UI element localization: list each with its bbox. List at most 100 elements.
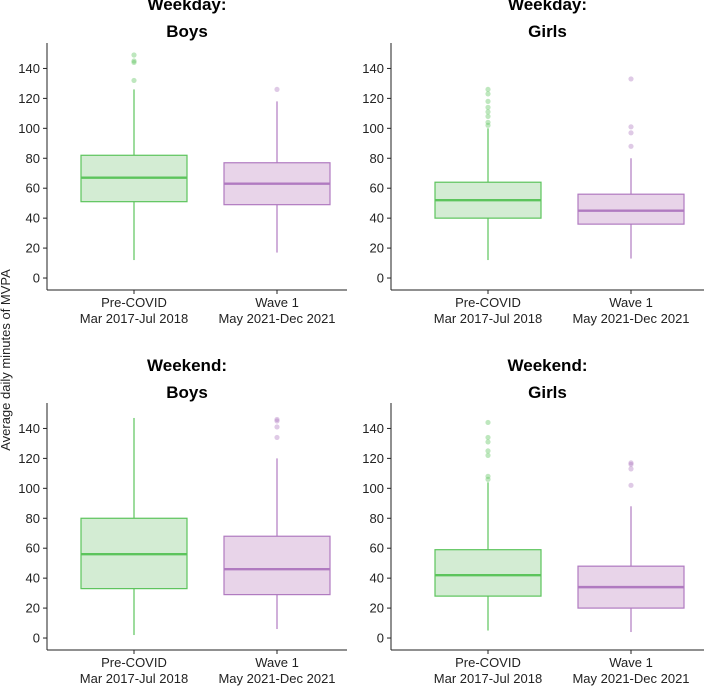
- y-tick-label: 140: [362, 61, 384, 76]
- y-tick-label: 100: [362, 481, 384, 496]
- box-wave-1: [223, 416, 331, 630]
- outlier-point: [131, 58, 137, 64]
- x-tick-label-period: May 2021-Dec 2021: [572, 311, 689, 326]
- outlier-point: [628, 460, 634, 466]
- outlier-point: [485, 434, 491, 441]
- panel-title-line2: Boys: [166, 22, 208, 41]
- box-pre-covid: [434, 419, 542, 631]
- x-tick-label-period: Mar 2017-Jul 2018: [434, 671, 542, 686]
- y-tick-label: 120: [18, 451, 40, 466]
- iqr-box: [434, 549, 542, 597]
- outlier-point: [485, 476, 491, 482]
- iqr-box: [577, 193, 685, 225]
- outlier-point: [485, 122, 491, 128]
- outlier-point: [485, 104, 491, 110]
- box-wave-1: [577, 76, 685, 259]
- panel-2: Weekday: Girls 0 20 40 60 80 100 120 140 Pre-COVID…: [362, 0, 704, 326]
- outlier-point: [274, 86, 280, 93]
- outlier-point: [485, 109, 491, 115]
- panel-title-line1: Weekend:: [508, 356, 588, 375]
- outlier-point: [485, 86, 491, 93]
- outlier-point: [131, 77, 137, 84]
- y-tick-label: 100: [18, 121, 40, 136]
- x-tick-label-group: Wave 1: [609, 295, 653, 310]
- y-tick-label: 60: [370, 541, 384, 556]
- y-tick-label: 0: [377, 271, 384, 286]
- outlier-point: [274, 424, 280, 430]
- outlier-point: [131, 59, 137, 66]
- iqr-box: [223, 535, 331, 596]
- panel-title-line1: Weekday:: [147, 0, 226, 14]
- outlier-point: [485, 439, 491, 445]
- y-tick-label: 60: [26, 541, 40, 556]
- outlier-point: [485, 113, 491, 119]
- outlier-point: [628, 461, 634, 467]
- box-pre-covid: [434, 86, 542, 261]
- outlier-point: [485, 119, 491, 125]
- y-tick-label: 120: [362, 91, 384, 106]
- x-tick-label-period: May 2021-Dec 2021: [572, 671, 689, 686]
- panel-title-line2: Boys: [166, 383, 208, 402]
- panel-3: Weekend:Boys020406080100120140Pre-COVIDM…: [18, 356, 347, 686]
- x-tick-label-group: Pre-COVID: [455, 295, 521, 310]
- box-pre-covid: [80, 52, 188, 261]
- outlier-point: [274, 418, 280, 424]
- y-tick-label: 0: [33, 271, 40, 286]
- y-tick-label: 0: [377, 631, 384, 646]
- y-tick-label: 40: [370, 211, 384, 226]
- y-tick-label: 140: [362, 421, 384, 436]
- outlier-point: [274, 416, 280, 423]
- x-tick-label-group: Wave 1: [255, 655, 299, 670]
- outlier-point: [131, 52, 137, 58]
- outlier-point: [628, 124, 634, 130]
- y-tick-label: 60: [26, 181, 40, 196]
- y-tick-label: 60: [370, 181, 384, 196]
- panel-1: Weekday: Boys 0 20 40 60 80 100 120 140 Pre-COVIDM…: [18, 0, 347, 326]
- outlier-point: [274, 434, 280, 441]
- outlier-point: [485, 448, 491, 454]
- outlier-point: [485, 91, 491, 97]
- box-wave-1: [577, 460, 685, 633]
- x-tick-label-period: Mar 2017-Jul 2018: [80, 311, 188, 326]
- y-tick-label: 140: [18, 61, 40, 76]
- x-tick-label-group: Pre-COVID: [101, 655, 167, 670]
- y-tick-label: 100: [18, 481, 40, 496]
- y-tick-label: 80: [26, 511, 40, 526]
- outlier-point: [628, 143, 634, 149]
- outlier-point: [485, 419, 491, 426]
- y-tick-label: 20: [370, 241, 384, 256]
- y-tick-label: 20: [26, 601, 40, 616]
- x-tick-label-group: Pre-COVID: [455, 655, 521, 670]
- outlier-point: [628, 482, 634, 488]
- y-tick-label: 20: [26, 241, 40, 256]
- outlier-point: [485, 98, 491, 104]
- y-tick-label: 40: [26, 571, 40, 586]
- y-tick-label: 40: [370, 571, 384, 586]
- x-tick-label-group: Pre-COVID: [101, 295, 167, 310]
- box-wave-1: [223, 86, 331, 253]
- panel-4: Weekend: Girls 0 20 40 60 80 100 120 140 Pre-COVID…: [362, 356, 704, 686]
- x-tick-label-period: May 2021-Dec 2021: [218, 671, 335, 686]
- box-pre-covid: [80, 417, 188, 636]
- y-tick-label: 140: [18, 421, 40, 436]
- outlier-point: [628, 466, 634, 472]
- x-tick-label-period: Mar 2017-Jul 2018: [434, 311, 542, 326]
- panel-title-line2: Girls: [528, 22, 567, 41]
- panel-title-line2: Girls: [528, 383, 567, 402]
- outlier-point: [485, 452, 491, 458]
- outlier-point: [628, 130, 634, 136]
- x-tick-label-group: Wave 1: [609, 655, 653, 670]
- y-axis-label: Average daily minutes of MVPA: [0, 269, 13, 451]
- panel-title-line1: Weekday:: [508, 0, 587, 14]
- y-tick-label: 80: [370, 151, 384, 166]
- y-tick-label: 80: [26, 151, 40, 166]
- y-tick-label: 40: [26, 211, 40, 226]
- y-tick-label: 80: [370, 511, 384, 526]
- y-tick-label: 20: [370, 601, 384, 616]
- y-tick-label: 120: [18, 91, 40, 106]
- x-tick-label-period: Mar 2017-Jul 2018: [80, 671, 188, 686]
- outlier-point: [485, 473, 491, 479]
- outlier-point: [628, 76, 634, 82]
- y-tick-label: 100: [362, 121, 384, 136]
